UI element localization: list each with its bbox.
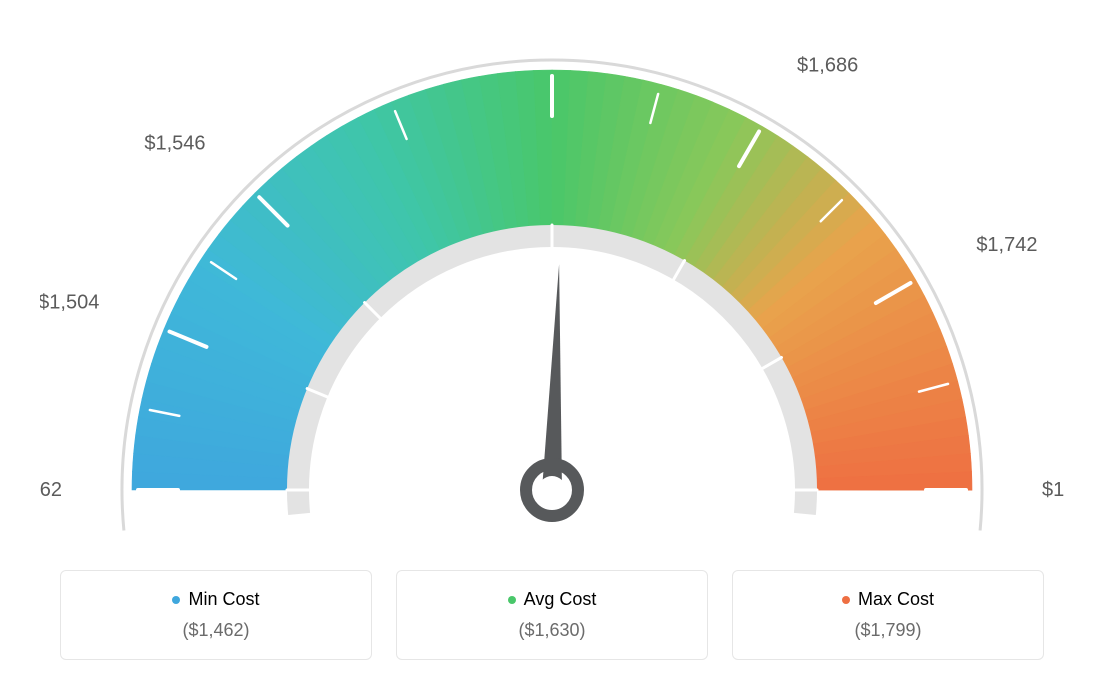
legend-min-dot-icon	[172, 596, 180, 604]
legend-avg-dot-icon	[508, 596, 516, 604]
gauge-tick-label: $1,504	[40, 291, 99, 313]
legend-max-dot-icon	[842, 596, 850, 604]
legend-card-max: Max Cost ($1,799)	[732, 570, 1044, 660]
gauge-tick-label: $1,462	[40, 479, 62, 501]
legend-min-value: ($1,462)	[81, 620, 351, 641]
legend-max-title: Max Cost	[842, 589, 934, 610]
legend-max-label: Max Cost	[858, 589, 934, 610]
gauge-svg: $1,462$1,504$1,546$1,630$1,686$1,742$1,7…	[40, 20, 1064, 540]
legend-avg-title: Avg Cost	[508, 589, 597, 610]
gauge-tick-label: $1,799	[1042, 479, 1064, 501]
legend-card-min: Min Cost ($1,462)	[60, 570, 372, 660]
legend-avg-value: ($1,630)	[417, 620, 687, 641]
legend-min-label: Min Cost	[188, 589, 259, 610]
legend-max-value: ($1,799)	[753, 620, 1023, 641]
legend-avg-label: Avg Cost	[524, 589, 597, 610]
gauge-chart: $1,462$1,504$1,546$1,630$1,686$1,742$1,7…	[40, 20, 1064, 540]
legend-card-avg: Avg Cost ($1,630)	[396, 570, 708, 660]
gauge-tick-label: $1,686	[797, 55, 858, 77]
legend-min-title: Min Cost	[172, 589, 259, 610]
gauge-tick-label: $1,546	[144, 133, 205, 155]
gauge-tick-label: $1,742	[976, 234, 1037, 256]
legend-row: Min Cost ($1,462) Avg Cost ($1,630) Max …	[40, 570, 1064, 660]
chart-container: $1,462$1,504$1,546$1,630$1,686$1,742$1,7…	[0, 0, 1104, 680]
